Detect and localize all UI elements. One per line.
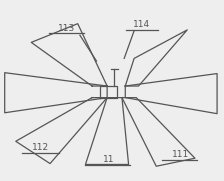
Text: 112: 112 — [32, 143, 49, 152]
Text: 11: 11 — [103, 155, 114, 165]
Text: 113: 113 — [58, 24, 75, 33]
Text: 114: 114 — [133, 20, 151, 29]
Text: 111: 111 — [172, 150, 189, 159]
